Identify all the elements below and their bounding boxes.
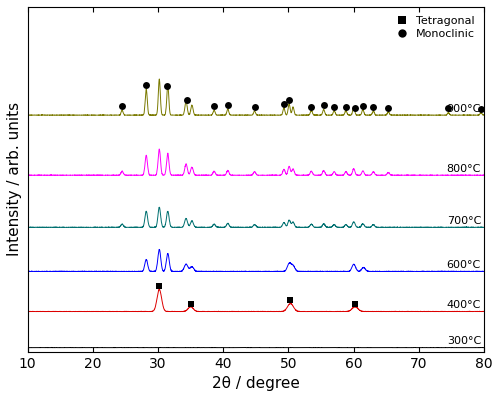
Text: 300°C: 300°C bbox=[446, 336, 481, 346]
Text: 400°C: 400°C bbox=[446, 300, 481, 310]
X-axis label: 2θ / degree: 2θ / degree bbox=[212, 376, 300, 391]
Y-axis label: Intensity / arb. units: Intensity / arb. units bbox=[7, 102, 22, 256]
Text: 600°C: 600°C bbox=[446, 260, 481, 270]
Legend: Tetragonal, Monoclinic: Tetragonal, Monoclinic bbox=[388, 12, 478, 43]
Text: 800°C: 800°C bbox=[446, 164, 481, 174]
Text: 900°C: 900°C bbox=[446, 104, 481, 114]
Text: 700°C: 700°C bbox=[446, 216, 481, 226]
